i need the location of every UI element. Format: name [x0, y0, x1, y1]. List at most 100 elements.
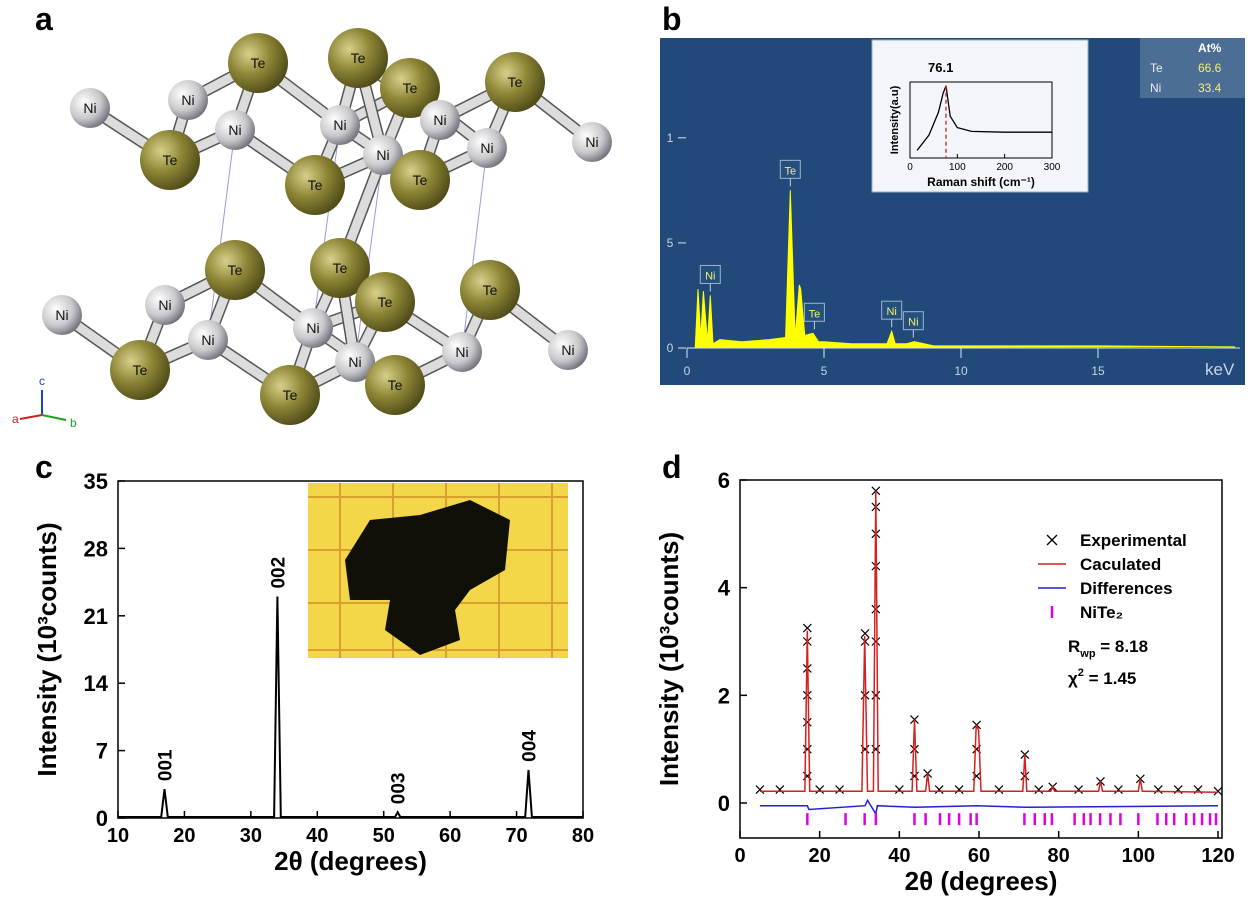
atom-label: Te	[388, 377, 403, 393]
atom-label: Te	[483, 282, 498, 298]
peak-label: Ni	[908, 317, 918, 329]
data-point	[803, 691, 811, 699]
axis-label: c	[39, 374, 45, 388]
peak-label: Te	[784, 165, 796, 177]
annotation-sub: wp	[1079, 648, 1096, 660]
panel-label: a	[35, 1, 53, 37]
peak-label: 002	[268, 557, 289, 589]
annotation-base: R	[1068, 637, 1080, 656]
data-point	[1075, 786, 1083, 794]
data-point	[895, 786, 903, 794]
atom-label: Ni	[55, 307, 68, 323]
peak-label: 004	[520, 730, 541, 762]
y-tick-label: 21	[84, 604, 108, 629]
x-tick-label: 15	[1091, 364, 1105, 378]
x-tick-label: 50	[373, 825, 395, 847]
axis-arrow	[20, 415, 42, 419]
annotation-value: = 8.18	[1096, 637, 1148, 656]
atom-label: Te	[251, 55, 266, 71]
data-point	[1154, 786, 1162, 794]
atom-label: Te	[228, 262, 243, 278]
legend-label: Differences	[1080, 579, 1173, 598]
atom-label: Te	[333, 260, 348, 276]
atom-label: Ni	[455, 344, 468, 360]
y-tick-label: 1	[667, 131, 674, 145]
panel-label: c	[35, 449, 53, 485]
table-element: Ni	[1150, 81, 1161, 95]
y-tick-label: 0	[718, 791, 730, 816]
panel-label: b	[662, 1, 682, 37]
data-point	[910, 745, 918, 753]
x-tick-label: 200	[996, 162, 1013, 173]
legend-label: Caculated	[1080, 555, 1161, 574]
x-tick-label: 20	[809, 845, 831, 867]
atom-label: Ni	[561, 342, 574, 358]
x-tick-label: 10	[954, 364, 968, 378]
x-tick-label: 100	[1122, 845, 1155, 867]
x-tick-label: 0	[684, 364, 691, 378]
atom-label: Ni	[158, 297, 171, 313]
x-tick-label: 60	[439, 825, 461, 847]
x-tick-label: 0	[907, 162, 913, 173]
data-point	[872, 691, 880, 699]
y-tick-label: 14	[84, 671, 109, 696]
legend-label: Experimental	[1080, 531, 1187, 550]
y-axis-label: Intensity(a.u)	[889, 85, 901, 154]
atom-label: Te	[133, 362, 148, 378]
atom-label: Te	[308, 177, 323, 193]
annotation-base: χ	[1068, 669, 1078, 688]
peak-label: 003	[389, 773, 410, 805]
y-tick-label: 2	[718, 683, 730, 708]
data-point	[955, 786, 963, 794]
x-tick-label: 30	[240, 825, 262, 847]
figure: Te Te Te Te Ni Ni Ni Ni Ni Ni Ni Ni Te Te Te Te Te Te Te Ni…	[0, 0, 1250, 899]
x-axis-label: keV	[1205, 360, 1235, 379]
x-tick-label: 80	[1048, 845, 1070, 867]
y-tick-label: 0	[667, 341, 674, 355]
atom-label: Te	[403, 80, 418, 96]
axis-arrow	[42, 415, 66, 420]
annotation-value: = 1.45	[1084, 669, 1136, 688]
table-header: At%	[1198, 41, 1222, 55]
legend-marker	[1047, 535, 1057, 545]
x-axis-label: Raman shift (cm⁻¹)	[927, 175, 1035, 189]
x-tick-label: 40	[306, 825, 328, 847]
x-tick-label: 40	[888, 845, 910, 867]
y-tick-label: 4	[718, 576, 731, 601]
x-tick-label: 70	[505, 825, 527, 847]
x-tick-label: 10	[107, 825, 129, 847]
atom-label: Ni	[480, 140, 493, 156]
data-point	[1021, 772, 1029, 780]
y-tick-label: 28	[84, 536, 108, 561]
atom-label: Te	[163, 152, 178, 168]
data-point	[803, 718, 811, 726]
atom-label: Ni	[83, 100, 96, 116]
data-point	[803, 745, 811, 753]
peak-label: Ni	[705, 270, 715, 282]
atom-label: Ni	[181, 92, 194, 108]
y-tick-label: 35	[84, 469, 108, 494]
x-tick-label: 120	[1201, 845, 1234, 867]
data-point	[776, 786, 784, 794]
x-tick-label: 20	[173, 825, 195, 847]
y-tick-label: 6	[718, 468, 730, 493]
atom-label: Te	[283, 387, 298, 403]
data-point	[872, 605, 880, 613]
y-tick-label: 0	[96, 806, 108, 831]
table-element: Te	[1150, 61, 1163, 75]
atom-label: Te	[413, 172, 428, 188]
peak-label: Te	[809, 308, 821, 320]
atom-label: Ni	[376, 147, 389, 163]
x-tick-label: 80	[572, 825, 594, 847]
legend-label: NiTe₂	[1080, 603, 1123, 622]
y-tick-label: 5	[667, 236, 674, 250]
atom-label: Te	[508, 74, 523, 90]
series-line	[760, 800, 1218, 814]
table-value: 33.4	[1198, 81, 1222, 95]
x-tick-label: 300	[1044, 162, 1061, 173]
annotation: χ2 = 1.45	[1068, 667, 1136, 688]
atom-label: Ni	[228, 122, 241, 138]
atom-label: Ni	[201, 332, 214, 348]
x-tick-label: 60	[968, 845, 990, 867]
axis-label: b	[70, 416, 77, 430]
